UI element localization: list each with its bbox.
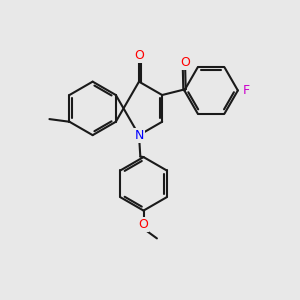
Text: F: F [242,84,249,97]
Text: N: N [134,129,144,142]
Text: O: O [180,56,190,69]
Text: O: O [134,49,144,62]
Text: O: O [139,218,148,231]
